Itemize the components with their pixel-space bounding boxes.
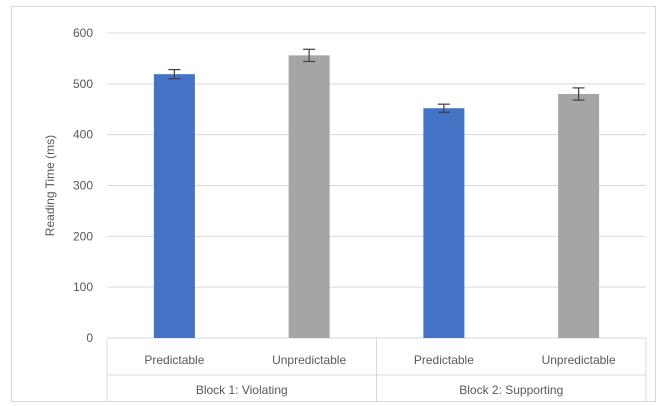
y-axis-title: Reading Time (ms)	[43, 135, 57, 236]
y-tick-label: 500	[73, 77, 93, 91]
y-tick-label: 100	[73, 280, 93, 294]
y-tick-label: 600	[73, 26, 93, 40]
y-tick-label: 400	[73, 128, 93, 142]
bar	[558, 94, 600, 338]
chart-frame	[11, 6, 656, 402]
x-category-label: Predictable	[144, 353, 204, 367]
x-group-label: Block 1: Violating	[196, 383, 288, 397]
y-tick-label: 200	[73, 229, 93, 243]
x-category-label: Predictable	[414, 353, 474, 367]
bar	[423, 108, 465, 338]
x-category-label: Unpredictable	[272, 353, 346, 367]
bar	[153, 74, 195, 339]
x-group-label: Block 2: Supporting	[459, 383, 563, 397]
x-category-label: Unpredictable	[542, 353, 616, 367]
y-tick-label: 300	[73, 179, 93, 193]
y-tick-label: 0	[86, 331, 93, 345]
bar	[288, 55, 330, 338]
